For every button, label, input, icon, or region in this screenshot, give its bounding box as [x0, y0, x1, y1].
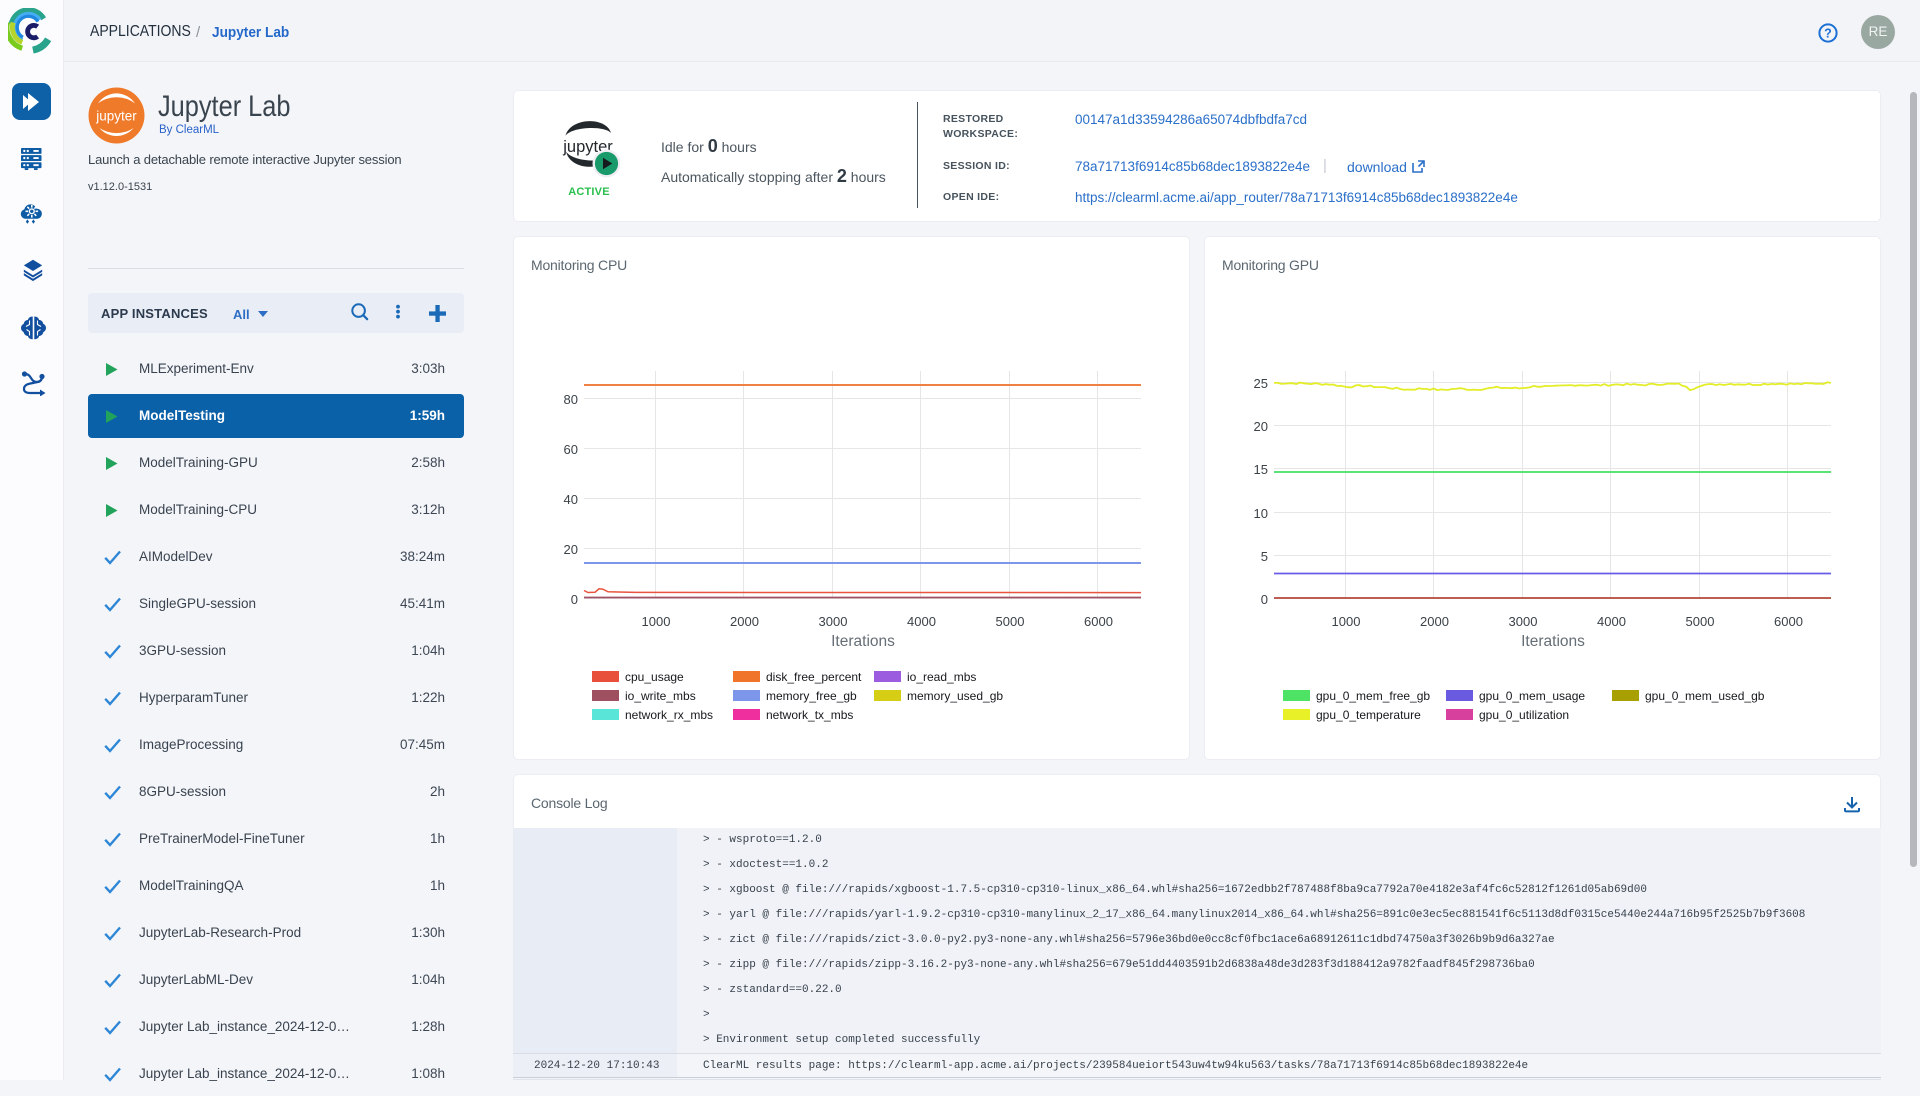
svg-text:jupyter: jupyter [95, 109, 137, 124]
svg-text:?: ? [1824, 26, 1832, 40]
